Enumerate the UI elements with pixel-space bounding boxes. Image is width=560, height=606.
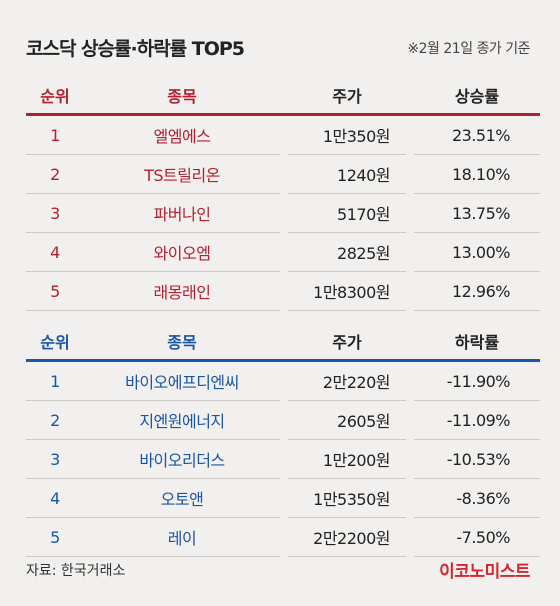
stock-name-cell: 엘엠에스 [84,114,280,155]
header-rank: 순위 [40,86,70,106]
cell-spacer [406,155,414,194]
table-row: 3 바이오리더스 1만200원 -10.53% [26,439,540,479]
rate-cell: -7.50% [414,517,540,557]
cell-spacer [406,194,414,233]
stock-name-cell: 레이 [84,517,280,557]
stock-name-cell: 바이오에프디엔씨 [84,360,280,401]
rank-cell: 1 [26,360,84,401]
price-cell: 2만220원 [288,360,406,401]
cell-spacer [406,479,414,518]
cell-spacer [280,361,288,401]
header-spacer [280,76,288,115]
header-rank: 순위 [40,332,70,352]
cell-spacer [280,155,288,194]
rank-cell: 1 [26,114,84,155]
stock-name-cell: TS트릴리온 [84,154,280,194]
header-spacer [280,322,288,361]
stock-name-cell: 지엔원에너지 [84,400,280,440]
date-note: ※2월 21일 종가 기준 [407,41,530,57]
header-price: 주가 [332,332,362,352]
gainers-body: 1 엘엠에스 1만350원 23.51% 2 TS트릴리온 1240원 18.10% 3 파버나인… [26,114,540,311]
cell-spacer [280,115,288,155]
cell-spacer [406,518,414,557]
stock-name-cell: 오토앤 [84,478,280,518]
rank-cell: 3 [26,193,84,233]
price-cell: 2825원 [288,232,406,272]
stock-name-cell: 파버나인 [84,193,280,233]
losers-body: 1 바이오에프디엔씨 2만220원 -11.90% 2 지엔원에너지 2605원 -11.09… [26,360,540,557]
table-row: 1 엘엠에스 1만350원 23.51% [26,114,540,155]
rank-cell: 3 [26,439,84,479]
price-cell: 1만5350원 [288,478,406,518]
header-name: 종목 [167,86,197,106]
price-cell: 1만8300원 [288,271,406,311]
cell-spacer [280,272,288,311]
cell-spacer [280,440,288,479]
cell-spacer [280,518,288,557]
rate-cell: -10.53% [414,439,540,479]
table-row: 5 래몽래인 1만8300원 12.96% [26,271,540,311]
cell-spacer [280,479,288,518]
rank-cell: 5 [26,517,84,557]
losers-header-row: 순위 종목 주가 하락률 [26,322,540,361]
header-price: 주가 [332,86,362,106]
cell-spacer [280,401,288,440]
header-spacer [406,322,414,361]
table-row: 2 지엔원에너지 2605원 -11.09% [26,400,540,440]
price-cell: 2605원 [288,400,406,440]
table-row: 4 와이오엠 2825원 13.00% [26,232,540,272]
table-row: 4 오토앤 1만5350원 -8.36% [26,478,540,518]
header-name: 종목 [167,332,197,352]
rank-cell: 5 [26,271,84,311]
stock-name-cell: 와이오엠 [84,232,280,272]
table-row: 1 바이오에프디엔씨 2만220원 -11.90% [26,360,540,401]
stock-name-cell: 바이오리더스 [84,439,280,479]
price-cell: 1만350원 [288,114,406,155]
price-cell: 1240원 [288,154,406,194]
table-row: 2 TS트릴리온 1240원 18.10% [26,154,540,194]
price-cell: 5170원 [288,193,406,233]
stock-name-cell: 래몽래인 [84,271,280,311]
rate-cell: 18.10% [414,154,540,194]
rank-cell: 2 [26,154,84,194]
price-cell: 2만2200원 [288,517,406,557]
rate-cell: 13.75% [414,193,540,233]
header-rate: 상승률 [454,86,500,106]
rate-cell: 23.51% [414,114,540,155]
source-note: 자료: 한국거래소 [26,563,126,579]
publisher-logo: 이코노미스트 [439,562,530,582]
rate-cell: -8.36% [414,478,540,518]
cell-spacer [406,361,414,401]
cell-spacer [406,115,414,155]
rate-cell: 12.96% [414,271,540,311]
table-row: 5 레이 2만2200원 -7.50% [26,517,540,557]
header-spacer [406,76,414,115]
rate-cell: 13.00% [414,232,540,272]
table-row: 3 파버나인 5170원 13.75% [26,193,540,233]
cell-spacer [406,401,414,440]
header-rate: 하락률 [454,332,500,352]
cell-spacer [280,233,288,272]
cell-spacer [280,194,288,233]
price-cell: 1만200원 [288,439,406,479]
rank-cell: 2 [26,400,84,440]
rank-cell: 4 [26,478,84,518]
gainers-table: 순위 종목 주가 상승률 1 엘엠에스 1만350원 23.51% 2 TS트릴리온 124… [26,76,540,311]
chart-title: 코스닥 상승률·하락률 TOP5 [26,38,245,60]
rate-cell: -11.09% [414,400,540,440]
losers-table: 순위 종목 주가 하락률 1 바이오에프디엔씨 2만220원 -11.90% 2 지엔원에… [26,322,540,557]
rate-cell: -11.90% [414,360,540,401]
cell-spacer [406,272,414,311]
cell-spacer [406,233,414,272]
gainers-header-row: 순위 종목 주가 상승률 [26,76,540,115]
cell-spacer [406,440,414,479]
rank-cell: 4 [26,232,84,272]
